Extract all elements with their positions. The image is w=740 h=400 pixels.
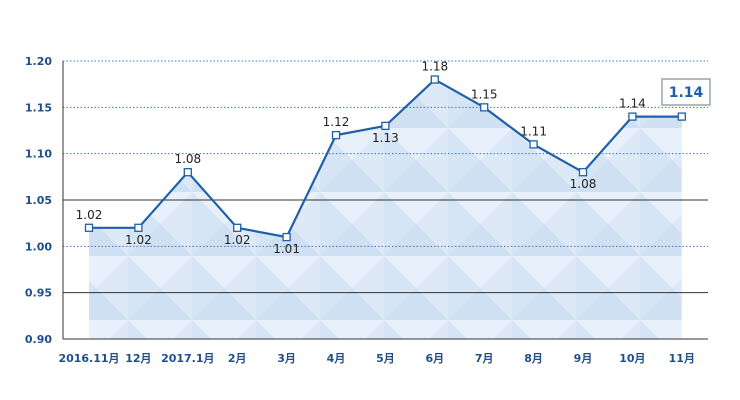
area-fill: [89, 79, 682, 340]
data-label: 1.15: [471, 87, 498, 101]
data-point-marker: [578, 168, 588, 177]
data-label: 1.01: [273, 242, 300, 256]
y-tick-label: 1.05: [25, 194, 52, 207]
data-point-marker: [381, 121, 390, 131]
data-label: 1.02: [76, 208, 103, 222]
callout-value: 1.14: [669, 85, 704, 101]
x-tick-label: 3月: [277, 352, 296, 365]
x-tick-label: 2016.11月: [58, 352, 119, 365]
x-tick-label: 12月: [125, 352, 151, 365]
x-tick-label: 6月: [425, 352, 444, 365]
data-point-marker: [331, 130, 341, 140]
y-tick-label: 1.20: [25, 55, 52, 68]
y-tick-label: 1.10: [25, 148, 52, 161]
data-label: 1.02: [224, 233, 251, 247]
y-tick-label: 0.95: [25, 287, 52, 300]
data-label: 1.13: [372, 131, 399, 145]
x-tick-label: 2月: [228, 352, 247, 365]
data-point-marker: [134, 223, 143, 232]
data-label: 1.11: [520, 124, 547, 138]
data-label: 1.08: [174, 152, 201, 166]
data-point-marker: [677, 112, 686, 121]
data-label: 1.02: [125, 233, 152, 247]
data-point-marker: [84, 223, 94, 232]
data-point-marker: [233, 223, 242, 232]
y-tick-label: 1.15: [25, 101, 52, 114]
data-point-marker: [480, 103, 489, 112]
data-label: 1.08: [570, 177, 597, 191]
x-tick-label: 7月: [475, 352, 494, 365]
data-point-marker: [529, 140, 538, 149]
y-tick-label: 0.90: [25, 333, 52, 346]
data-point-marker: [282, 232, 291, 242]
x-tick-label: 5月: [376, 352, 395, 365]
x-tick-label: 10月: [619, 352, 645, 365]
x-tick-label: 4月: [327, 352, 346, 365]
data-point-marker: [183, 168, 192, 177]
x-tick-label: 2017.1月: [161, 352, 214, 365]
callout-box: [661, 78, 711, 106]
data-label: 1.14: [619, 97, 646, 111]
x-tick-label: 11月: [669, 352, 695, 365]
y-tick-label: 1.00: [25, 240, 52, 253]
data-point-marker: [430, 75, 439, 84]
data-label: 1.12: [323, 115, 350, 129]
x-tick-label: 8月: [524, 352, 543, 365]
data-point-marker: [628, 112, 637, 121]
data-label: 1.18: [421, 60, 448, 74]
x-tick-label: 9月: [574, 352, 593, 365]
